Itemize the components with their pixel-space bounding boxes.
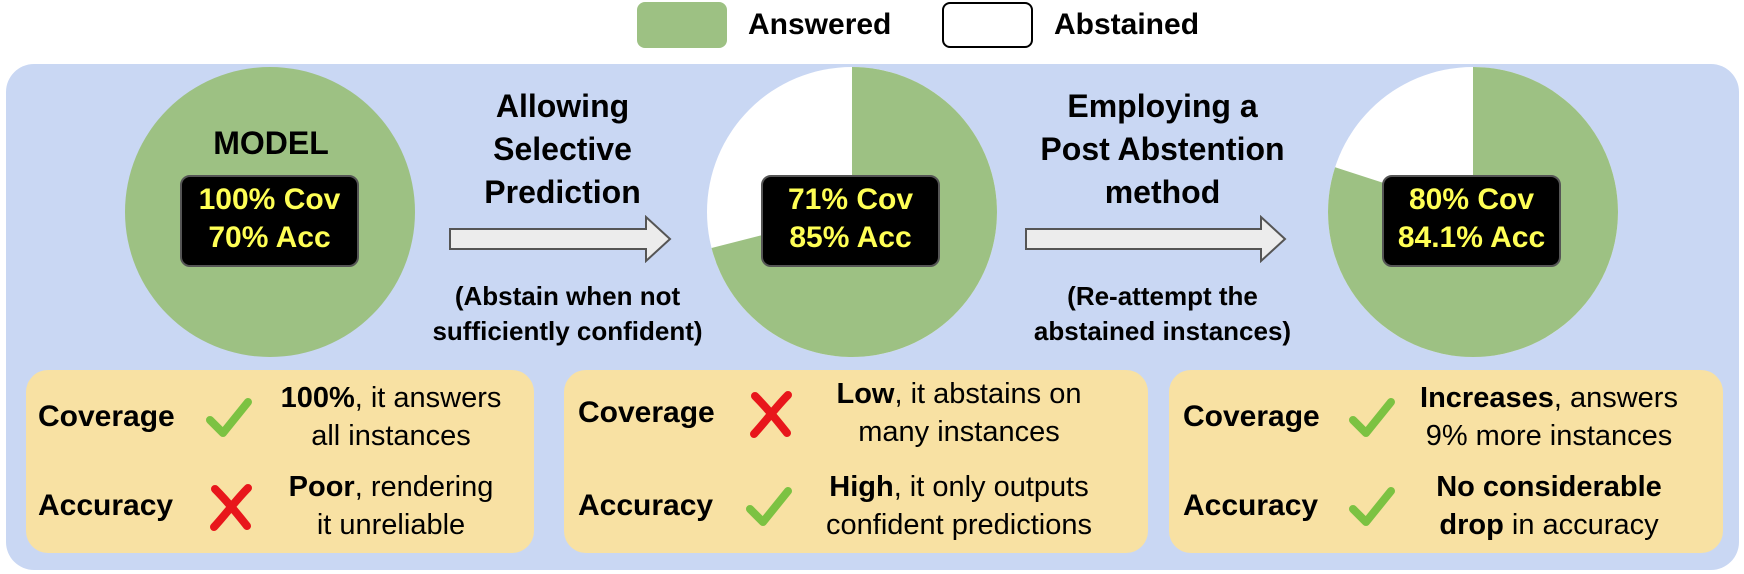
step1-coverage: 71% Cov bbox=[787, 183, 914, 216]
desc-text: , it answers bbox=[354, 382, 502, 414]
coverage-description: Increases, answers 9% more instances bbox=[1389, 377, 1709, 457]
step1-note-line: sufficiently confident) bbox=[432, 316, 703, 346]
desc-line2: confident predictions bbox=[826, 509, 1092, 541]
desc-line2: it unreliable bbox=[316, 509, 466, 541]
accuracy-label: Accuracy bbox=[578, 489, 714, 522]
step2-title: Employing a Post Abstention method bbox=[1010, 85, 1315, 214]
accuracy-label: Accuracy bbox=[38, 489, 174, 522]
accuracy-description: No considerable drop in accuracy bbox=[1389, 466, 1709, 546]
step1-note: (Abstain when not sufficiently confident… bbox=[400, 279, 735, 349]
step2-accuracy: 84.1% Acc bbox=[1397, 221, 1546, 254]
step1-arrow-icon bbox=[449, 215, 672, 263]
step1-title-line: Selective bbox=[493, 131, 632, 167]
model-accuracy: 70% Acc bbox=[208, 221, 331, 254]
desc-line2: 9% more instances bbox=[1425, 420, 1673, 452]
desc-text: , it abstains on bbox=[894, 378, 1082, 410]
desc-bold: Increases bbox=[1420, 382, 1554, 414]
step1-title: Allowing Selective Prediction bbox=[440, 85, 685, 214]
desc-bold: Poor bbox=[288, 471, 355, 503]
step2-title-line: method bbox=[1104, 174, 1221, 210]
check-icon bbox=[206, 398, 252, 437]
step2-arrow-icon bbox=[1025, 215, 1287, 263]
summary-card-post-abstention: Coverage Increases, answers 9% more inst… bbox=[1169, 370, 1723, 553]
step2-title-line: Employing a bbox=[1067, 88, 1258, 124]
legend-label-answered: Answered bbox=[748, 8, 892, 41]
step2-coverage: 80% Cov bbox=[1408, 183, 1535, 216]
model-stats-box: 100% Cov 70% Acc bbox=[180, 175, 359, 267]
accuracy-row: Accuracy High, it only outputs confident… bbox=[564, 466, 1148, 546]
coverage-description: Low, it abstains on many instances bbox=[789, 373, 1129, 453]
legend-swatch-abstained bbox=[942, 2, 1033, 48]
check-icon bbox=[1349, 487, 1395, 526]
step1-accuracy: 85% Acc bbox=[789, 221, 912, 254]
desc-bold: No considerable bbox=[1436, 471, 1662, 503]
accuracy-description: High, it only outputs confident predicti… bbox=[789, 466, 1129, 546]
desc-line2-bold: drop bbox=[1439, 509, 1504, 541]
step1-title-line: Allowing bbox=[495, 88, 630, 124]
step1-stats-box: 71% Cov 85% Acc bbox=[761, 175, 940, 267]
desc-text: , it only outputs bbox=[893, 471, 1089, 503]
step2-note-line: (Re-attempt the bbox=[1067, 281, 1258, 311]
desc-bold: Low bbox=[836, 378, 895, 410]
coverage-description: 100%, it answers all instances bbox=[266, 377, 516, 457]
cross-icon bbox=[210, 484, 252, 531]
desc-text: , rendering bbox=[354, 471, 494, 503]
coverage-row: Coverage 100%, it answers all instances bbox=[26, 377, 534, 457]
step1-title-line: Prediction bbox=[484, 174, 641, 210]
model-coverage: 100% Cov bbox=[198, 183, 341, 216]
check-icon bbox=[746, 487, 792, 526]
step2-title-line: Post Abstention bbox=[1040, 131, 1285, 167]
step2-note: (Re-attempt the abstained instances) bbox=[1005, 279, 1320, 349]
model-label: MODEL bbox=[213, 125, 329, 161]
accuracy-row: Accuracy No considerable drop in accurac… bbox=[1169, 466, 1723, 546]
legend-label-abstained: Abstained bbox=[1054, 8, 1200, 41]
coverage-label: Coverage bbox=[1183, 400, 1320, 433]
coverage-row: Coverage Low, it abstains on many instan… bbox=[564, 373, 1148, 453]
summary-card-selective: Coverage Low, it abstains on many instan… bbox=[564, 370, 1148, 553]
step2-stats-box: 80% Cov 84.1% Acc bbox=[1382, 175, 1561, 267]
desc-line2: many instances bbox=[858, 416, 1060, 448]
check-icon bbox=[1349, 398, 1395, 437]
accuracy-label: Accuracy bbox=[1183, 489, 1319, 522]
desc-text: , answers bbox=[1553, 382, 1678, 414]
coverage-label: Coverage bbox=[38, 400, 175, 433]
step1-note-line: (Abstain when not bbox=[454, 281, 681, 311]
accuracy-row: Accuracy Poor, rendering it unreliable bbox=[26, 466, 534, 546]
desc-bold: High bbox=[829, 471, 894, 503]
step2-note-line: abstained instances) bbox=[1033, 316, 1292, 346]
desc-line2: in accuracy bbox=[1503, 509, 1659, 541]
coverage-label: Coverage bbox=[578, 396, 715, 429]
desc-bold: 100% bbox=[280, 382, 355, 414]
accuracy-description: Poor, rendering it unreliable bbox=[266, 466, 516, 546]
summary-card-model: Coverage 100%, it answers all instances … bbox=[26, 370, 534, 553]
legend-swatch-answered bbox=[637, 2, 727, 48]
desc-line2: all instances bbox=[311, 420, 471, 452]
coverage-row: Coverage Increases, answers 9% more inst… bbox=[1169, 377, 1723, 457]
cross-icon bbox=[750, 391, 792, 438]
